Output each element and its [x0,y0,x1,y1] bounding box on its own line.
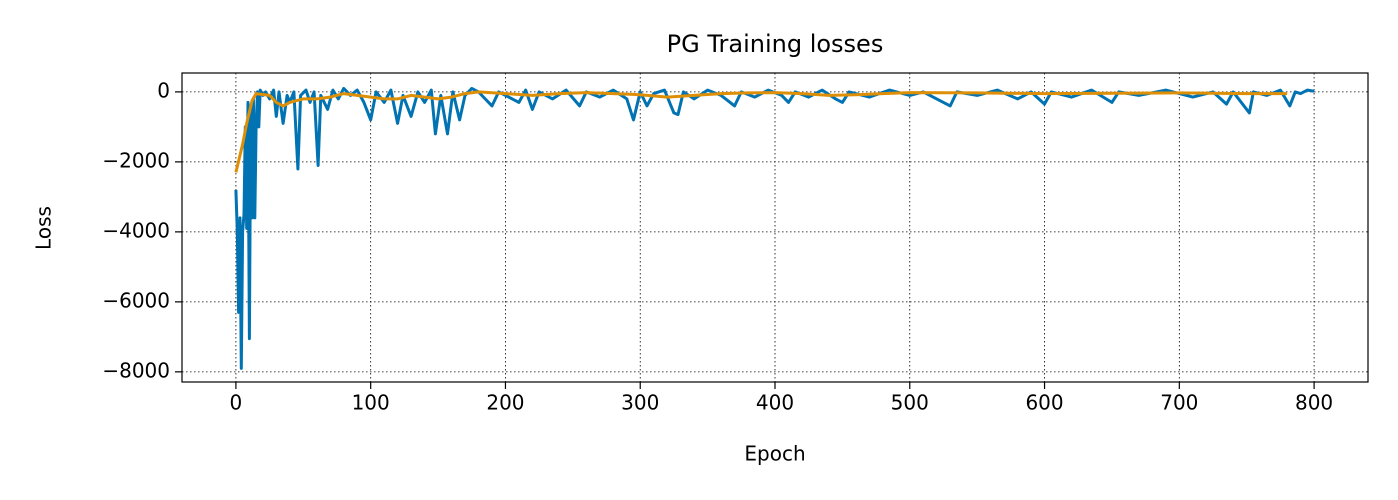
x-tick-label: 600 [1025,391,1063,415]
y-tick-label: −4000 [102,218,170,242]
x-tick-label: 100 [352,391,390,415]
x-tick-label: 500 [891,391,929,415]
y-tick-label: −2000 [102,148,170,172]
y-tick-label: −6000 [102,288,170,312]
x-tick-label: 800 [1295,391,1333,415]
data-line [234,90,1288,173]
x-tick-label: 0 [230,391,243,415]
y-tick-label: −8000 [102,358,170,382]
x-tick-label: 400 [756,391,794,415]
x-tick-label: 300 [621,391,659,415]
x-tick-label: 200 [486,391,524,415]
plot-frame [181,72,1369,383]
chart-title: PG Training losses [667,30,884,58]
x-axis-label: Epoch [744,442,805,466]
x-tick-label: 700 [1160,391,1198,415]
data-line [234,86,1315,370]
y-axis-label: Loss [32,206,56,250]
y-tick-label: 0 [157,78,170,102]
